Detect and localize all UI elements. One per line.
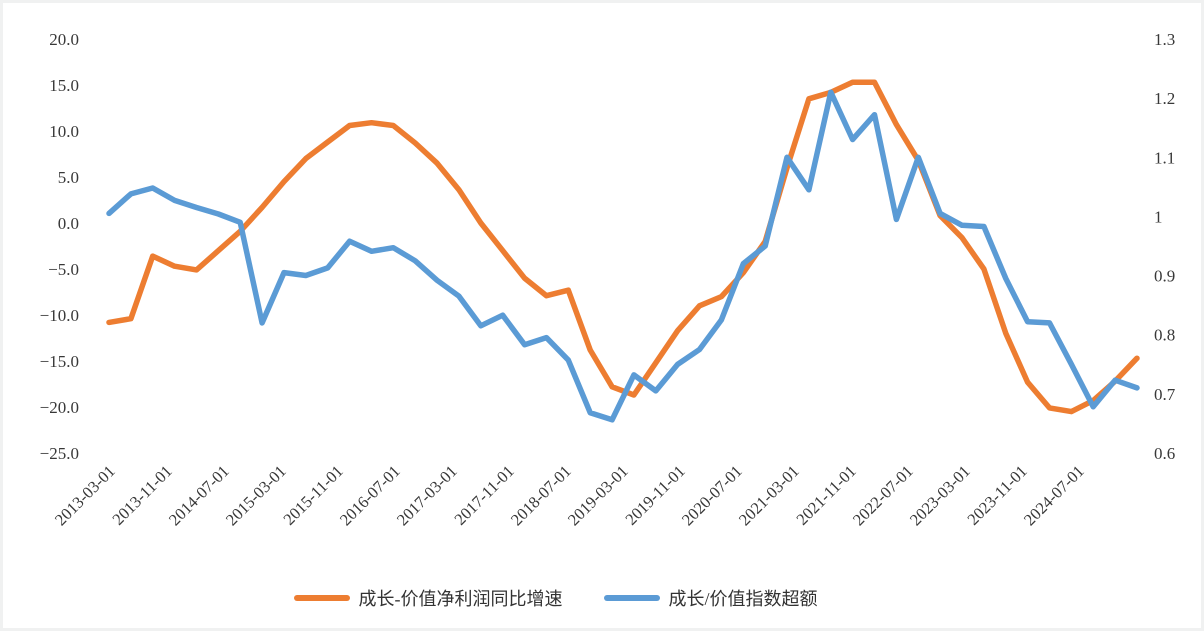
x-axis-tick-label: 2017-03-01: [393, 461, 461, 529]
left-axis-tick-label: 10.0: [49, 122, 79, 141]
left-axis-tick-label: −25.0: [40, 444, 79, 463]
series-line-index-excess: [106, 89, 1140, 423]
left-axis-tick-label: 15.0: [49, 76, 79, 95]
right-axis-tick-label: 1.3: [1154, 30, 1175, 49]
legend-item-index-excess: 成长/价值指数超额: [604, 585, 818, 611]
x-axis-tick-label: 2018-07-01: [507, 461, 575, 529]
legend-label: 成长/价值指数超额: [668, 589, 818, 609]
x-axis-tick-label: 2023-03-01: [906, 461, 974, 529]
left-axis-tick-label: 20.0: [49, 30, 79, 49]
x-axis-tick-label: 2013-11-01: [108, 461, 175, 528]
x-axis-tick-label: 2015-11-01: [279, 461, 346, 528]
left-axis-tick-label: −20.0: [40, 398, 79, 417]
x-axis-tick-label: 2022-07-01: [849, 461, 917, 529]
x-axis-tick-label: 2019-03-01: [564, 461, 632, 529]
x-axis-tick-label: 2024-07-01: [1020, 461, 1088, 529]
x-axis-tick-label: 2017-11-01: [450, 461, 517, 528]
chart-legend: 成长-价值净利润同比增速 成长/价值指数超额: [3, 585, 1155, 611]
right-axis-tick-label: 0.7: [1154, 385, 1176, 404]
right-axis-tick-label: 1: [1154, 207, 1163, 226]
x-axis-tick-label: 2016-07-01: [336, 461, 404, 529]
left-axis-tick-label: −5.0: [48, 260, 79, 279]
left-axis-tick-label: −10.0: [40, 306, 79, 325]
right-axis-tick-label: 1.2: [1154, 89, 1175, 108]
x-axis-tick-label: 2015-03-01: [222, 461, 290, 529]
legend-swatch-orange: [294, 595, 351, 601]
right-axis-tick-label: 0.9: [1154, 267, 1175, 286]
x-axis-tick-label: 2019-11-01: [621, 461, 688, 528]
right-axis-tick-label: 1.1: [1154, 148, 1175, 167]
x-axis-tick-label: 2021-03-01: [735, 461, 803, 529]
legend-item-profit-growth-gap: 成长-价值净利润同比增速: [294, 585, 562, 611]
right-axis-tick-label: 0.6: [1154, 444, 1175, 463]
legend-swatch-blue: [604, 595, 661, 601]
legend-label: 成长-价值净利润同比增速: [358, 589, 563, 609]
x-axis-tick-label: 2014-07-01: [165, 461, 233, 529]
right-axis-tick-label: 0.8: [1154, 326, 1175, 345]
left-axis-tick-label: 0.0: [58, 214, 79, 233]
x-axis-tick-label: 2023-11-01: [963, 461, 1030, 528]
x-axis-tick-label: 2013-03-01: [51, 461, 119, 529]
x-axis-tick-label: 2020-07-01: [678, 461, 746, 529]
series-line-profit-growth-gap: [106, 79, 1140, 415]
dual-axis-line-chart: 20.0 15.0 10.0 5.0 0.0 −5.0 −10.0 −15.0 −20.0 −25…: [40, 30, 1176, 529]
x-axis-tick-label: 2021-11-01: [792, 461, 859, 528]
left-axis-tick-label: 5.0: [58, 168, 79, 187]
left-axis-tick-label: −15.0: [40, 352, 79, 371]
